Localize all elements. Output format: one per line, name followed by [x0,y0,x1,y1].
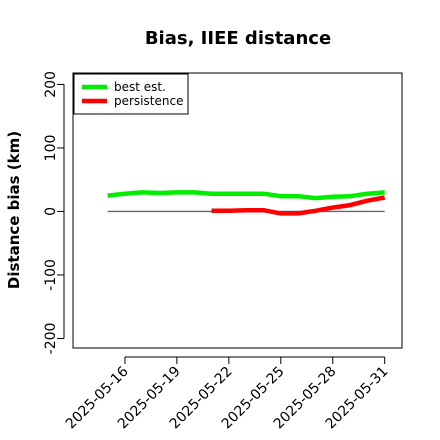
x-axis: 2025-05-162025-05-192025-05-222025-05-25… [63,356,392,432]
y-tick-label: 100 [43,135,59,162]
chart-title: Bias, IIEE distance [145,28,331,49]
y-tick-label: -100 [43,259,59,291]
legend-label: persistence [114,94,183,108]
y-tick-label: 0 [43,207,59,216]
legend-box [73,73,189,115]
y-tick-label: -200 [43,323,59,355]
plot-frame [72,72,403,349]
series-line-best-est [107,190,385,201]
y-axis-label: Distance bias (km) [5,131,23,289]
y-axis: -200 -100 0 100 200 [43,71,65,355]
y-tick-label: 200 [43,71,59,98]
series-line-persistence [211,195,386,216]
legend: best est.persistence [73,73,189,115]
plot-area [107,190,386,216]
legend-label: best est. [114,80,166,94]
